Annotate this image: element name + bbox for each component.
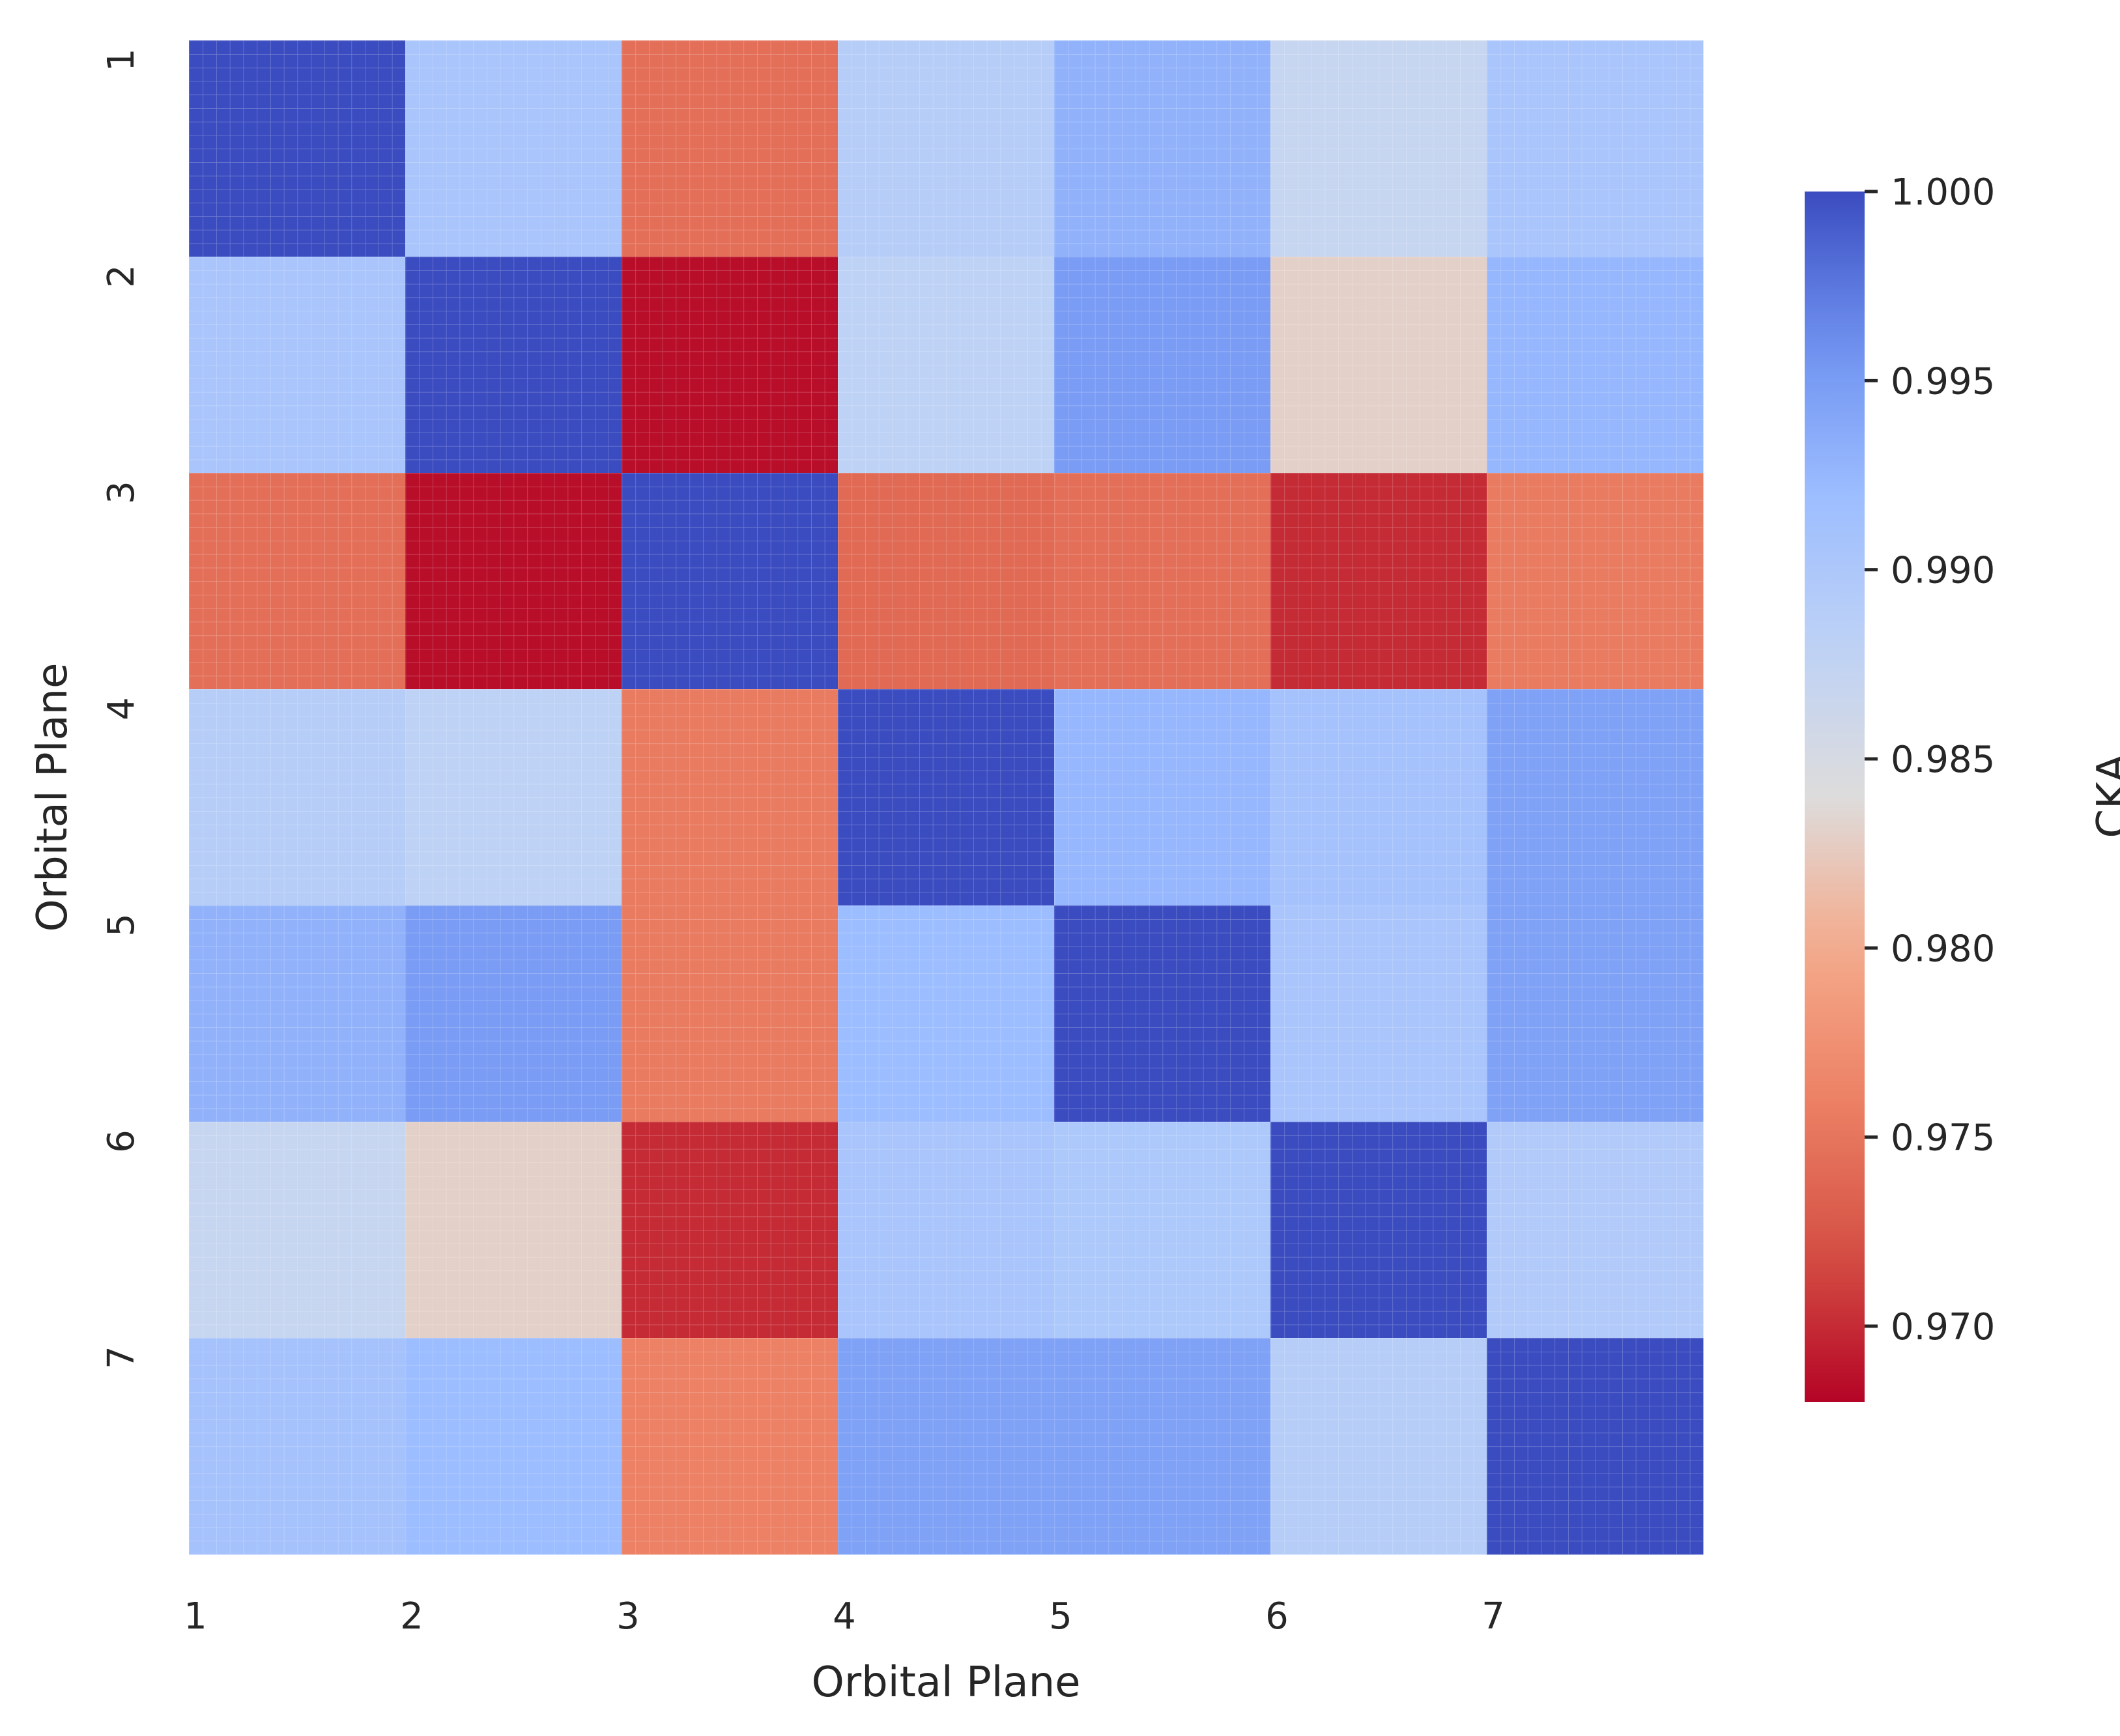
y-tick-label: 4 — [100, 697, 143, 720]
y-tick-label: 2 — [100, 264, 143, 288]
colorbar-title: CKA — [2089, 754, 2120, 838]
colorbar: 0.970 0.975 0.980 0.985 0.990 0.995 1.000 CKA — [1805, 171, 2120, 1402]
y-tick-label: 6 — [100, 1130, 143, 1153]
colorbar-tick-label: 0.990 — [1891, 550, 1995, 592]
x-tick-label: 1 — [184, 1595, 207, 1638]
x-tick-label: 6 — [1265, 1595, 1289, 1638]
y-tick-label: 5 — [100, 913, 143, 937]
colorbar-ticks: 0.970 0.975 0.980 0.985 0.990 0.995 1.000 — [1865, 171, 1995, 1348]
x-tick-label: 4 — [833, 1595, 856, 1638]
y-axis-title: Orbital Plane — [29, 662, 77, 932]
x-axis-title: Orbital Plane — [811, 1658, 1080, 1707]
y-tick-label: 7 — [100, 1346, 143, 1369]
colorbar-tick-label: 0.970 — [1891, 1306, 1995, 1348]
x-tick-label: 7 — [1482, 1595, 1505, 1638]
y-tick-label: 3 — [100, 481, 143, 504]
colorbar-tick-label: 0.985 — [1891, 739, 1995, 781]
cell-grid-overlay — [189, 40, 1703, 1554]
x-tick-label: 3 — [616, 1595, 640, 1638]
colorbar-tick-label: 0.975 — [1891, 1117, 1995, 1160]
x-tick-labels: 1 2 3 4 5 6 7 — [184, 1595, 1505, 1638]
y-tick-labels: 1 2 3 4 5 6 7 — [100, 48, 143, 1369]
colorbar-gradient — [1805, 192, 1865, 1402]
colorbar-tick-label: 1.000 — [1891, 171, 1995, 214]
x-tick-label: 2 — [400, 1595, 423, 1638]
colorbar-tick-label: 0.995 — [1891, 360, 1995, 403]
x-tick-label: 5 — [1049, 1595, 1072, 1638]
colorbar-tick-label: 0.980 — [1891, 928, 1995, 970]
y-tick-label: 1 — [100, 48, 143, 72]
